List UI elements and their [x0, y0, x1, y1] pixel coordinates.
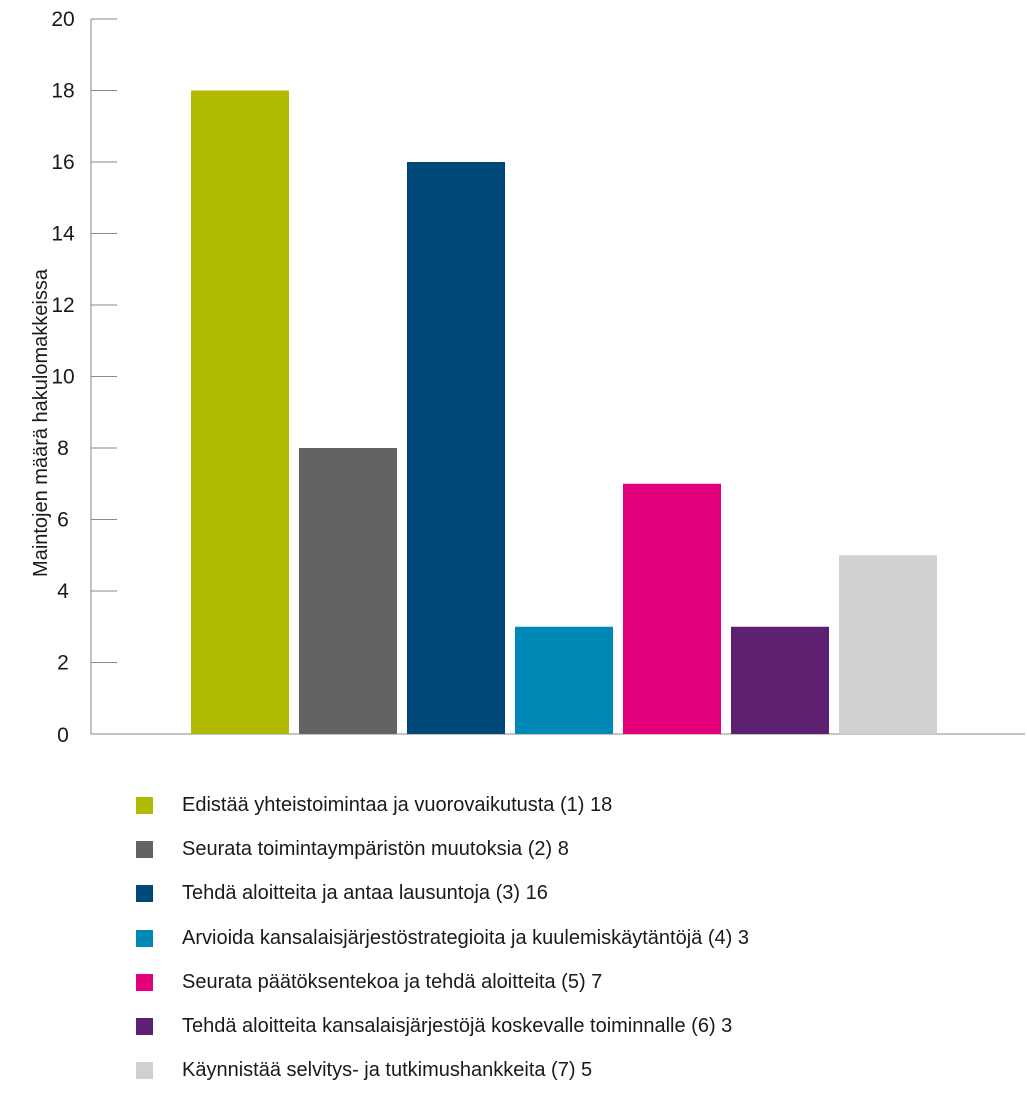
y-axis: 0 2 4 6 8 10 12 14 16 18 20 [51, 8, 1025, 747]
legend-swatch [136, 1062, 153, 1080]
bar-7 [839, 555, 937, 734]
y-tick-label: 16 [51, 151, 74, 174]
legend-item: Edistää yhteistoimintaa ja vuorovaikutus… [136, 783, 749, 827]
y-tick-label: 8 [57, 437, 69, 460]
y-tick-label: 6 [57, 509, 69, 532]
legend-label: Käynnistää selvitys- ja tutkimushankkeit… [182, 1059, 593, 1082]
legend-swatch [136, 973, 153, 991]
bar-chart: 0 2 4 6 8 10 12 14 16 18 20 Maintojen määrä hakulo… [30, 8, 1025, 747]
bar-5 [623, 483, 721, 734]
bar-6 [731, 626, 829, 734]
legend-item: Tehdä aloitteita ja antaa lausuntoja (3)… [136, 872, 749, 916]
y-tick-label: 4 [57, 580, 69, 603]
y-tick-label: 10 [51, 366, 74, 389]
bar-4 [515, 626, 613, 734]
y-tick-label: 20 [51, 8, 74, 31]
y-tick-label: 18 [51, 80, 74, 103]
y-tick-label: 14 [51, 223, 75, 246]
bar-1 [191, 90, 289, 734]
y-tick-label: 0 [57, 724, 69, 747]
y-tick-label: 2 [57, 652, 69, 675]
legend-swatch [136, 796, 153, 814]
y-tick-label: 12 [51, 294, 74, 317]
legend-label: Seurata toimintaympäristön muutoksia (2)… [182, 837, 569, 860]
legend-item: Seurata päätöksentekoa ja tehdä aloittei… [136, 960, 749, 1004]
legend-label: Tehdä aloitteita ja antaa lausuntoja (3)… [182, 882, 548, 905]
legend-item: Käynnistää selvitys- ja tutkimushankkeit… [136, 1049, 749, 1093]
legend-label: Seurata päätöksentekoa ja tehdä aloittei… [182, 970, 603, 993]
y-axis-title: Maintojen määrä hakulomakkeissa [30, 268, 52, 577]
legend-label: Arvioida kansalaisjärjestöstrategioita j… [182, 926, 749, 949]
legend-swatch [136, 840, 153, 858]
legend-item: Arvioida kansalaisjärjestöstrategioita j… [136, 916, 749, 960]
legend-label: Edistää yhteistoimintaa ja vuorovaikutus… [182, 793, 613, 816]
legend-label: Tehdä aloitteita kansalaisjärjestöjä kos… [182, 1015, 733, 1038]
legend-item: Seurata toimintaympäristön muutoksia (2)… [136, 827, 749, 871]
bars [191, 90, 937, 734]
legend-item: Tehdä aloitteita kansalaisjärjestöjä kos… [136, 1004, 749, 1048]
legend-swatch [136, 885, 153, 903]
bar-2 [299, 448, 397, 734]
legend: Edistää yhteistoimintaa ja vuorovaikutus… [136, 783, 749, 1093]
legend-swatch [136, 1018, 153, 1036]
bar-3 [407, 162, 505, 734]
legend-swatch [136, 929, 153, 947]
